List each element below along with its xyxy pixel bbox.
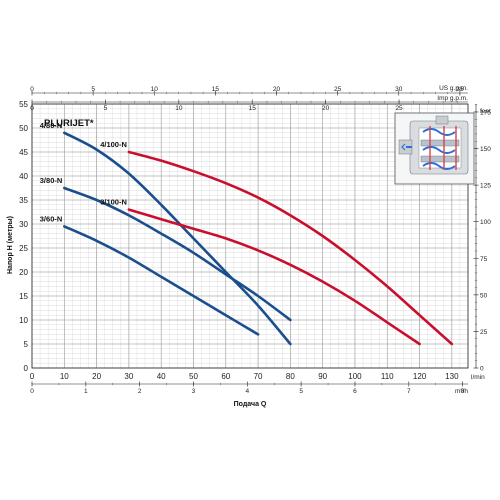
- curve-3-100-n: [127, 208, 421, 346]
- m3h-axis-tick-label: 8: [461, 388, 465, 395]
- y-tick-label: 30: [19, 220, 28, 229]
- us-gpm-axis-tick-label: 10: [151, 86, 159, 93]
- y-tick-label: 25: [19, 244, 28, 253]
- m3h-axis-tick-label: 0: [30, 388, 34, 395]
- imp-gpm-axis-tick-label: 25: [395, 105, 403, 112]
- feet-axis-tick-label: 25: [480, 329, 488, 336]
- m3h-axis-tick-label: 6: [353, 388, 357, 395]
- chart-title: PLURIJET*: [44, 118, 94, 129]
- curve-label-3-60-n: 3/60-N: [40, 214, 63, 223]
- y-tick-label: 55: [19, 100, 28, 109]
- imp-gpm-axis-tick-label: 20: [322, 105, 330, 112]
- curve-3-80-n: [62, 186, 292, 322]
- m3h-axis-tick-label: 5: [299, 388, 303, 395]
- chart-labels: 4/80-N 3/80-N 3/60-N 4/100-N 3/100-N: [40, 121, 127, 224]
- x-tick-label: 40: [157, 372, 166, 381]
- x-tick-label: 70: [254, 372, 263, 381]
- us-gpm-axis-tick-label: 20: [273, 86, 281, 93]
- m3h-axis-tick-label: 7: [407, 388, 411, 395]
- x-tick-label: 130: [445, 372, 459, 381]
- plot-area-border: [31, 103, 469, 369]
- y-tick-label: 50: [19, 124, 28, 133]
- x-tick-label: 80: [286, 372, 295, 381]
- us-gpm-axis-tick-label: 0: [30, 86, 34, 93]
- y-axis-title: Напор H (метры): [7, 216, 14, 274]
- x-tick-label: 110: [381, 372, 394, 381]
- y-tick-label: 10: [19, 316, 28, 325]
- x-tick-label: 120: [413, 372, 427, 381]
- x-tick-label: 20: [92, 372, 101, 381]
- feet-axis-tick-label: 50: [480, 292, 488, 299]
- chart-curves: [62, 131, 454, 346]
- imp-gpm-axis-tick-label: 10: [175, 105, 183, 112]
- us-gpm-axis-tick-label: 5: [91, 86, 95, 93]
- x-tick-label: 60: [221, 372, 230, 381]
- m3h-axis-unit: m³/h: [455, 388, 468, 395]
- feet-axis-tick-label: 125: [480, 183, 491, 190]
- curve-4-100-n: [127, 150, 454, 346]
- feet-axis-tick-label: 100: [480, 219, 491, 226]
- curve-label-4-100-n: 4/100-N: [100, 140, 127, 149]
- us-gpm-axis-unit: US g.p.m.: [439, 85, 468, 92]
- y-tick-label: 40: [19, 172, 28, 181]
- x-tick-label: 50: [189, 372, 198, 381]
- y-tick-label: 5: [24, 340, 29, 349]
- feet-axis-tick-label: 150: [480, 146, 491, 153]
- pump-cutaway-illustration: [394, 112, 475, 185]
- m3h-axis-tick-label: 2: [138, 388, 142, 395]
- curve-label-3-80-n: 3/80-N: [40, 176, 63, 185]
- m3h-axis-tick-label: 4: [245, 388, 249, 395]
- us-gpm-axis-tick-label: 30: [395, 86, 403, 93]
- x-tick-label: 10: [60, 372, 69, 381]
- imp-gpm-axis-tick-label: 15: [249, 105, 257, 112]
- y-tick-label: 0: [24, 364, 29, 373]
- imp-gpm-axis-tick-label: 5: [104, 105, 108, 112]
- us-gpm-axis-tick-label: 35: [456, 86, 464, 93]
- m3h-axis-tick-label: 3: [192, 388, 196, 395]
- feet-axis-tick-label: 75: [480, 256, 488, 263]
- curve-label-3-100-n: 3/100-N: [100, 198, 127, 207]
- x-axis-unit: l/min: [471, 374, 485, 381]
- feet-axis-tick-label: 175: [480, 109, 491, 116]
- y-tick-label: 15: [19, 292, 28, 301]
- curve-4-80-n: [62, 131, 292, 346]
- x-tick-label: 0: [30, 372, 35, 381]
- y-tick-label: 20: [19, 268, 28, 277]
- feet-axis-unit: feet: [480, 108, 491, 115]
- x-axis-title: Подача Q: [234, 401, 267, 408]
- x-tick-label: 30: [124, 372, 133, 381]
- us-gpm-axis-tick-label: 25: [334, 86, 342, 93]
- x-tick-label: 100: [348, 372, 362, 381]
- y-tick-label: 35: [19, 196, 28, 205]
- feet-axis-tick-label: 0: [480, 366, 484, 373]
- x-tick-label: 90: [318, 372, 327, 381]
- us-gpm-axis-tick-label: 15: [212, 86, 220, 93]
- imp-gpm-axis-tick-label: 0: [30, 105, 34, 112]
- imp-gpm-axis-unit: Imp g.p.m.: [437, 95, 468, 102]
- y-tick-label: 45: [19, 148, 28, 157]
- curve-3-60-n: [62, 225, 260, 336]
- m3h-axis-tick-label: 1: [84, 388, 88, 395]
- curve-label-4-80-n: 4/80-N: [40, 121, 63, 130]
